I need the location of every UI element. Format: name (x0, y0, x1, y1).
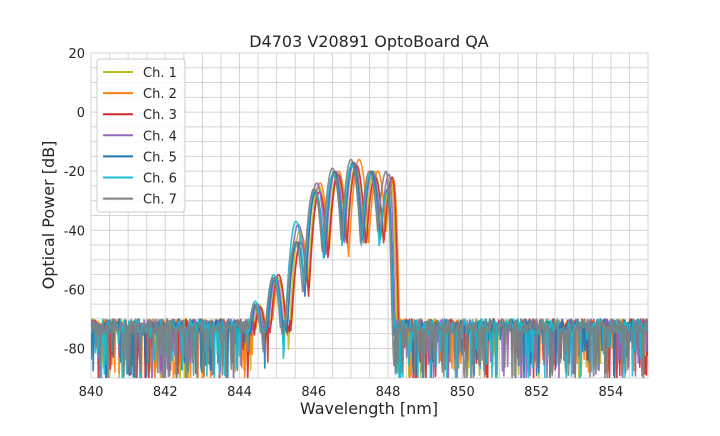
x-tick-label: 844 (227, 385, 252, 400)
x-tick-label: 854 (598, 385, 623, 400)
x-tick-label: 840 (79, 385, 104, 400)
x-axis-label: Wavelength [nm] (300, 399, 438, 418)
legend-label-ch-2: Ch. 2 (143, 87, 177, 102)
y-tick-label: -80 (64, 342, 85, 357)
series-lines (91, 158, 648, 378)
legend: Ch. 1 Ch. 2 Ch. 3 Ch. 4 Ch. 5 Ch. 6 Ch. 7 (96, 58, 186, 213)
y-axis-label: Optical Power [dB] (39, 141, 58, 290)
legend-label-ch-7: Ch. 7 (143, 193, 177, 208)
y-tick-label: 0 (77, 106, 85, 121)
x-tick-label: 842 (153, 385, 178, 400)
series-line-ch-7 (91, 158, 648, 378)
legend-label-ch-6: Ch. 6 (143, 172, 177, 187)
y-tick-label: 20 (68, 47, 85, 62)
legend-label-ch-4: Ch. 4 (143, 129, 177, 144)
legend-label-ch-1: Ch. 1 (143, 66, 177, 81)
x-tick-label: 848 (376, 385, 401, 400)
y-tick-label: -60 (64, 283, 85, 298)
tick-labels: 840 842 844 846 848 850 852 854 20 0 -20 -40 -60 -80 (64, 47, 624, 400)
x-tick-label: 852 (524, 385, 549, 400)
y-tick-label: -40 (64, 224, 85, 239)
y-tick-label: -20 (64, 165, 85, 180)
x-tick-label: 850 (450, 385, 475, 400)
legend-label-ch-3: Ch. 3 (143, 108, 177, 123)
legend-label-ch-5: Ch. 5 (143, 150, 177, 165)
chart-title: D4703 V20891 OptoBoard QA (249, 32, 489, 51)
legend-box (96, 58, 186, 213)
x-tick-label: 846 (301, 385, 326, 400)
